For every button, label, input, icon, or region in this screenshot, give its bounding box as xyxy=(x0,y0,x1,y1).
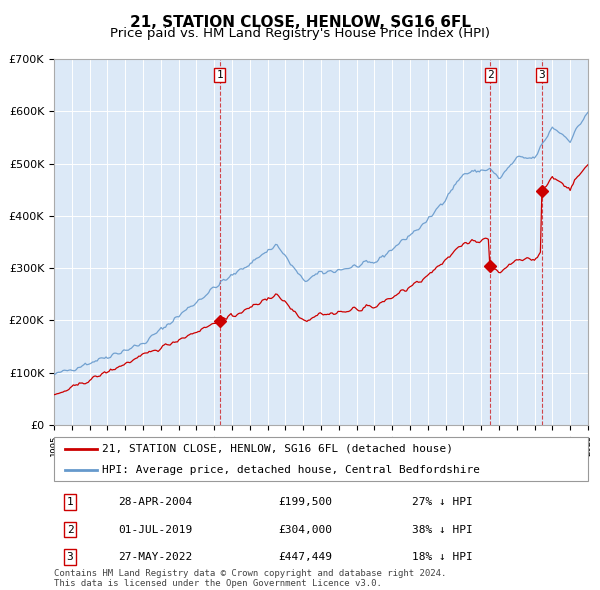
Text: 38% ↓ HPI: 38% ↓ HPI xyxy=(412,525,473,535)
Text: 2: 2 xyxy=(487,70,493,80)
Text: Contains HM Land Registry data © Crown copyright and database right 2024.
This d: Contains HM Land Registry data © Crown c… xyxy=(54,569,446,588)
Text: 27-MAY-2022: 27-MAY-2022 xyxy=(118,552,193,562)
Text: 2: 2 xyxy=(67,525,73,535)
Text: 1: 1 xyxy=(217,70,223,80)
Text: 21, STATION CLOSE, HENLOW, SG16 6FL (detached house): 21, STATION CLOSE, HENLOW, SG16 6FL (det… xyxy=(102,444,453,454)
Text: 3: 3 xyxy=(67,552,73,562)
Text: 18% ↓ HPI: 18% ↓ HPI xyxy=(412,552,473,562)
FancyBboxPatch shape xyxy=(54,437,588,481)
Text: £304,000: £304,000 xyxy=(278,525,332,535)
Text: 27% ↓ HPI: 27% ↓ HPI xyxy=(412,497,473,507)
Text: £447,449: £447,449 xyxy=(278,552,332,562)
Text: 28-APR-2004: 28-APR-2004 xyxy=(118,497,193,507)
Text: Price paid vs. HM Land Registry's House Price Index (HPI): Price paid vs. HM Land Registry's House … xyxy=(110,27,490,40)
Text: HPI: Average price, detached house, Central Bedfordshire: HPI: Average price, detached house, Cent… xyxy=(102,465,480,475)
Text: £199,500: £199,500 xyxy=(278,497,332,507)
Text: 1: 1 xyxy=(67,497,73,507)
Text: 01-JUL-2019: 01-JUL-2019 xyxy=(118,525,193,535)
Text: 3: 3 xyxy=(538,70,545,80)
Text: 21, STATION CLOSE, HENLOW, SG16 6FL: 21, STATION CLOSE, HENLOW, SG16 6FL xyxy=(130,15,470,30)
